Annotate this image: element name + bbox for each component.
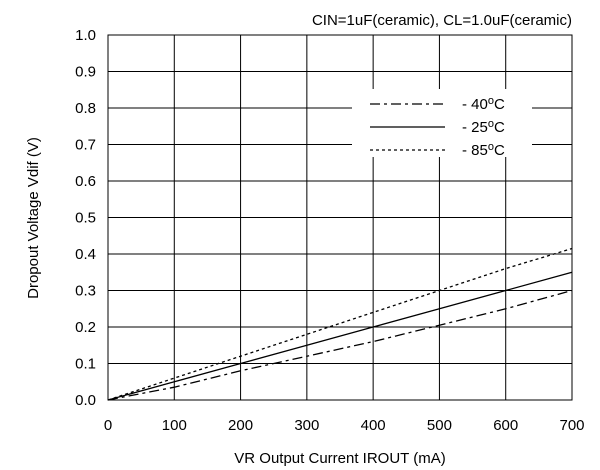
- legend-label: - 25oC: [462, 118, 505, 136]
- legend: - 40oC - 25oC - 85oC: [352, 89, 532, 159]
- series-line-2: [107, 271, 573, 401]
- y-tick-labels: 0.0 0.1 0.2 0.3 0.4 0.5 0.6 0.7 0.8 0.9 1.0: [75, 27, 96, 409]
- y-tick-label: 0.0: [75, 392, 96, 409]
- y-tick-label: 0.1: [75, 356, 96, 373]
- x-tick-label: 700: [559, 417, 584, 434]
- legend-label: - 40oC: [462, 95, 505, 113]
- y-tick-label: 0.4: [75, 246, 96, 263]
- legend-label: - 85oC: [462, 141, 505, 159]
- y-tick-label: 0.7: [75, 137, 96, 154]
- x-tick-labels: 0 100 200 300 400 500 600 700: [104, 417, 585, 434]
- y-tick-label: 0.8: [75, 100, 96, 117]
- x-tick-label: 0: [104, 417, 112, 434]
- x-tick-label: 300: [294, 417, 319, 434]
- x-axis-label: VR Output Current IROUT (mA): [234, 450, 445, 467]
- y-axis-label: Dropout Voltage Vdif (V): [25, 137, 42, 299]
- y-tick-label: 0.2: [75, 319, 96, 336]
- x-tick-label: 400: [361, 417, 386, 434]
- series-lines: [107, 247, 573, 401]
- x-tick-label: 500: [427, 417, 452, 434]
- x-tick-label: 100: [162, 417, 187, 434]
- series-line-1: [107, 289, 573, 401]
- y-tick-label: 0.9: [75, 64, 96, 81]
- plot-frame: [107, 34, 573, 401]
- x-tick-label: 200: [228, 417, 253, 434]
- y-tick-label: 0.6: [75, 173, 96, 190]
- x-tick-label: 600: [493, 417, 518, 434]
- y-tick-label: 0.3: [75, 283, 96, 300]
- chart-title: CIN=1uF(ceramic), CL=1.0uF(ceramic): [312, 12, 572, 29]
- y-tick-label: 0.5: [75, 210, 96, 227]
- legend-box: [352, 89, 532, 157]
- series-line-3: [107, 247, 573, 401]
- y-tick-label: 1.0: [75, 27, 96, 44]
